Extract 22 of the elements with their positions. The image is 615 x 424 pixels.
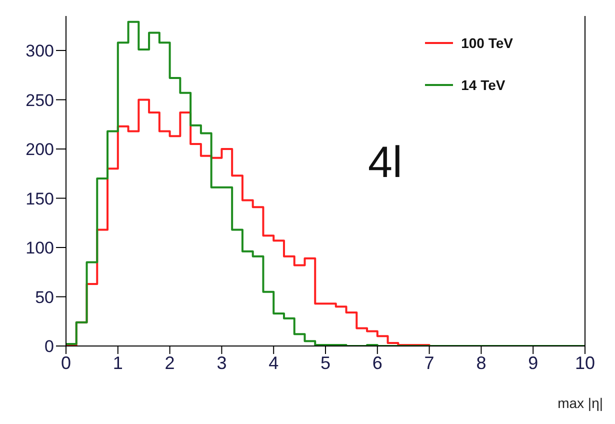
x-axis-title: max |η| (558, 395, 603, 411)
y-tick-label: 100 (26, 238, 54, 258)
y-tick-label: 250 (26, 90, 54, 110)
legend-label: 14 TeV (461, 77, 506, 93)
annotation: 4l (368, 138, 402, 188)
x-tick-label: 7 (424, 352, 434, 373)
x-tick-label: 5 (320, 352, 331, 373)
x-tick-label: 3 (216, 352, 227, 373)
y-tick-label: 200 (26, 140, 54, 160)
x-tick-label: 2 (164, 352, 175, 373)
legend-label: 100 TeV (461, 35, 513, 51)
y-tick-label: 150 (26, 189, 54, 208)
y-tick-label: 0 (44, 337, 54, 356)
y-tick-label: 50 (35, 288, 54, 307)
x-tick-label: 6 (372, 352, 382, 373)
x-tick-label: 9 (528, 352, 538, 373)
y-tick-label: 300 (26, 42, 54, 61)
x-tick-label: 8 (476, 352, 486, 373)
x-tick-label: 4 (268, 352, 279, 373)
x-tick-label: 1 (112, 352, 123, 373)
x-tick-label: 10 (574, 352, 596, 373)
x-tick-label: 0 (60, 352, 72, 373)
